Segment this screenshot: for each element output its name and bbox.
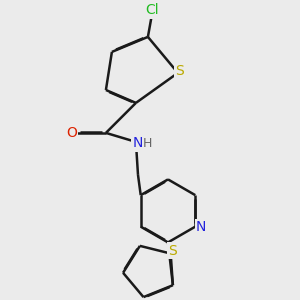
Text: N: N xyxy=(132,136,142,150)
Text: S: S xyxy=(175,64,184,78)
Text: O: O xyxy=(66,126,77,140)
Text: H: H xyxy=(142,137,152,150)
Text: N: N xyxy=(196,220,206,234)
Text: S: S xyxy=(168,244,177,257)
Text: Cl: Cl xyxy=(145,4,159,17)
